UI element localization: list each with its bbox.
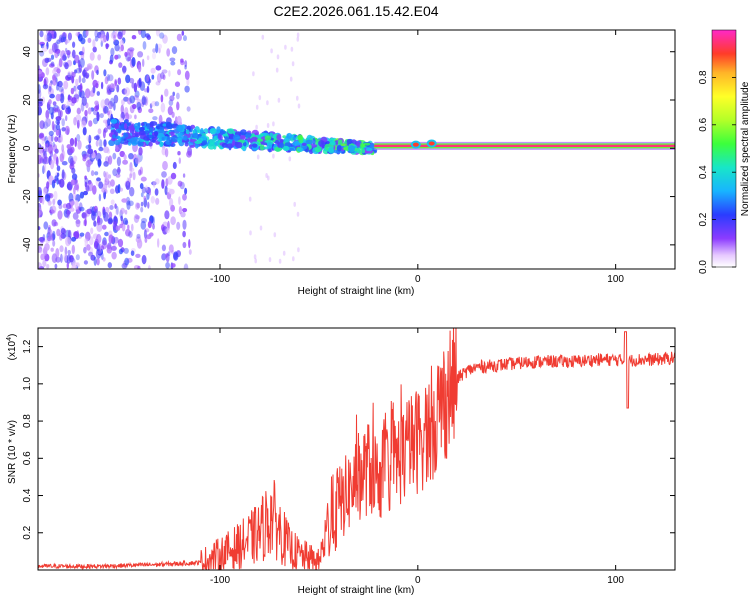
snr-y-label: SNR (10 * v/v) <box>7 420 18 484</box>
colorbar-tick-label: 0.0 <box>698 260 709 274</box>
colorbar-ticks: 0.0 0.2 0.4 0.6 0.8 <box>698 70 736 274</box>
colorbar-gradient <box>711 29 737 268</box>
snr-x-label: Height of straight line (km) <box>298 585 415 596</box>
snr-y-tick-label: 0.8 <box>22 414 33 428</box>
spectrogram-frame <box>37 29 676 270</box>
snr-x-tick-label: -100 <box>210 575 230 586</box>
spectrogram-x-tick-label: 0 <box>415 274 421 285</box>
colorbar-tick-label: 0.8 <box>698 70 709 84</box>
colorbar-tick-label: 0.6 <box>698 117 709 131</box>
spectrogram-x-label: Height of straight line (km) <box>298 286 415 297</box>
snr-x-tick-label: 100 <box>607 575 624 586</box>
spectrogram-y-tick-label: -40 <box>22 237 33 252</box>
spectrogram-y-tick-label: 40 <box>22 46 33 58</box>
snr-x-tick-label: 0 <box>415 575 421 586</box>
snr-series-line <box>38 328 675 570</box>
spectrogram-x-tick-label: 100 <box>607 274 624 285</box>
snr-y-tick-label: 1.0 <box>22 376 33 390</box>
spectrogram-panel: -100 0 100 -40 -20 0 20 40 Height of straight l… <box>7 29 676 297</box>
colorbar-tick-label: 0.2 <box>698 212 709 226</box>
snr-axes: -100 0 100 0.2 0.4 0.6 0.8 1.0 1.2 <box>22 328 675 586</box>
colorbar-tick-label: 0.4 <box>698 165 709 179</box>
snr-scale-exponent: 4 <box>6 337 13 341</box>
snr-scale-prefix: (x10 <box>7 340 18 360</box>
snr-y-tick-label: 0.2 <box>22 525 33 539</box>
figure-title: C2E2.2026.061.15.42.E04 <box>273 3 438 19</box>
snr-frame <box>37 327 676 571</box>
snr-y-tick-label: 0.6 <box>22 451 33 465</box>
colorbar-label: Normalized spectral amplitude <box>740 81 750 216</box>
spectrogram-x-tick-label: -100 <box>210 274 230 285</box>
spectrogram-axes: -100 0 100 -40 -20 0 20 40 <box>22 30 675 285</box>
svg-text:(x104): (x104) <box>6 334 18 361</box>
colorbar: 0.0 0.2 0.4 0.6 0.8 Normalized spectral ampl… <box>698 29 750 274</box>
spectrogram-y-tick-label: -20 <box>22 189 33 204</box>
spectrogram-heatmap <box>38 30 675 269</box>
spectrogram-y-tick-label: 20 <box>22 94 33 106</box>
spectrogram-y-tick-label: 0 <box>22 145 33 151</box>
spectrogram-y-label: Frequency (Hz) <box>7 115 18 184</box>
snr-panel: -100 0 100 0.2 0.4 0.6 0.8 1.0 1.2 Height of str… <box>6 327 676 596</box>
snr-y-tick-label: 0.4 <box>22 488 33 502</box>
snr-y-tick-label: 1.2 <box>22 339 33 353</box>
snr-scale-label: (x104) <box>6 334 18 361</box>
